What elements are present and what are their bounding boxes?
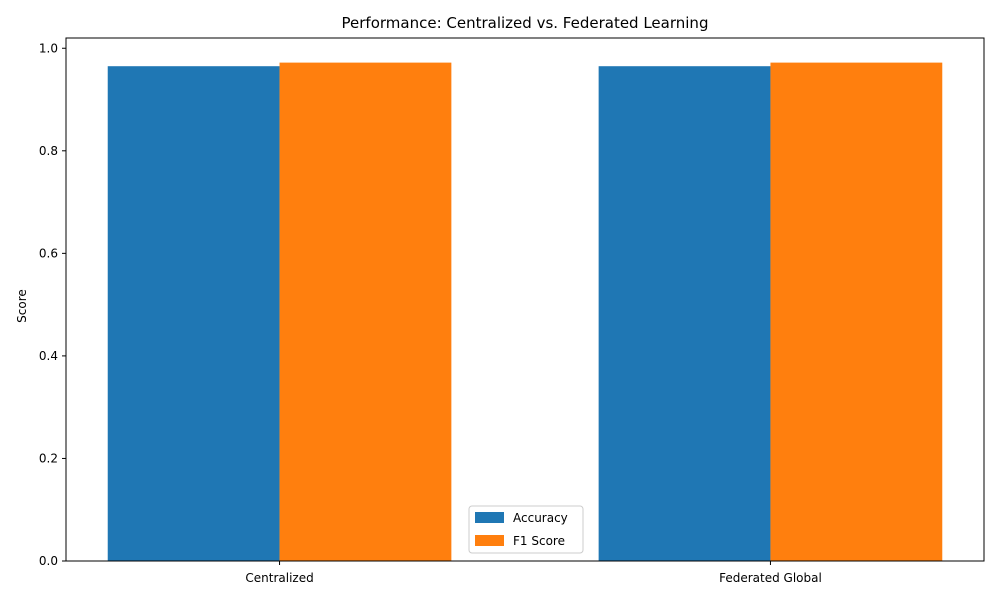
x-ticks: Centralized Federated Global	[245, 561, 822, 585]
bars-layer	[107, 62, 943, 562]
bar-f1-score-federated-global	[770, 62, 943, 562]
bar-accuracy-federated-global	[598, 66, 771, 561]
legend-label-accuracy: Accuracy	[513, 511, 568, 525]
legend: Accuracy F1 Score	[468, 505, 584, 554]
y-tick-label: 0.8	[39, 144, 58, 158]
y-tick-label: 0.6	[39, 246, 58, 260]
x-tick-label: Federated Global	[719, 571, 822, 585]
plot-area-frame	[65, 37, 985, 562]
y-axis-label: Score	[15, 289, 29, 323]
legend-label-f1-score: F1 Score	[513, 534, 565, 548]
x-tick-label: Centralized	[245, 571, 313, 585]
chart-title: Performance: Centralized vs. Federated L…	[342, 14, 709, 32]
bar-accuracy-centralized	[107, 66, 280, 561]
y-ticks: 0.0 0.2 0.4 0.6 0.8 1.0	[39, 41, 66, 568]
legend-swatch-accuracy	[475, 512, 504, 523]
y-tick-label: 1.0	[39, 41, 58, 55]
y-tick-label: 0.4	[39, 349, 58, 363]
y-tick-label: 0.2	[39, 451, 58, 465]
y-tick-label: 0.0	[39, 554, 58, 568]
bar-f1-score-centralized	[279, 62, 452, 562]
legend-swatch-f1-score	[475, 535, 504, 546]
